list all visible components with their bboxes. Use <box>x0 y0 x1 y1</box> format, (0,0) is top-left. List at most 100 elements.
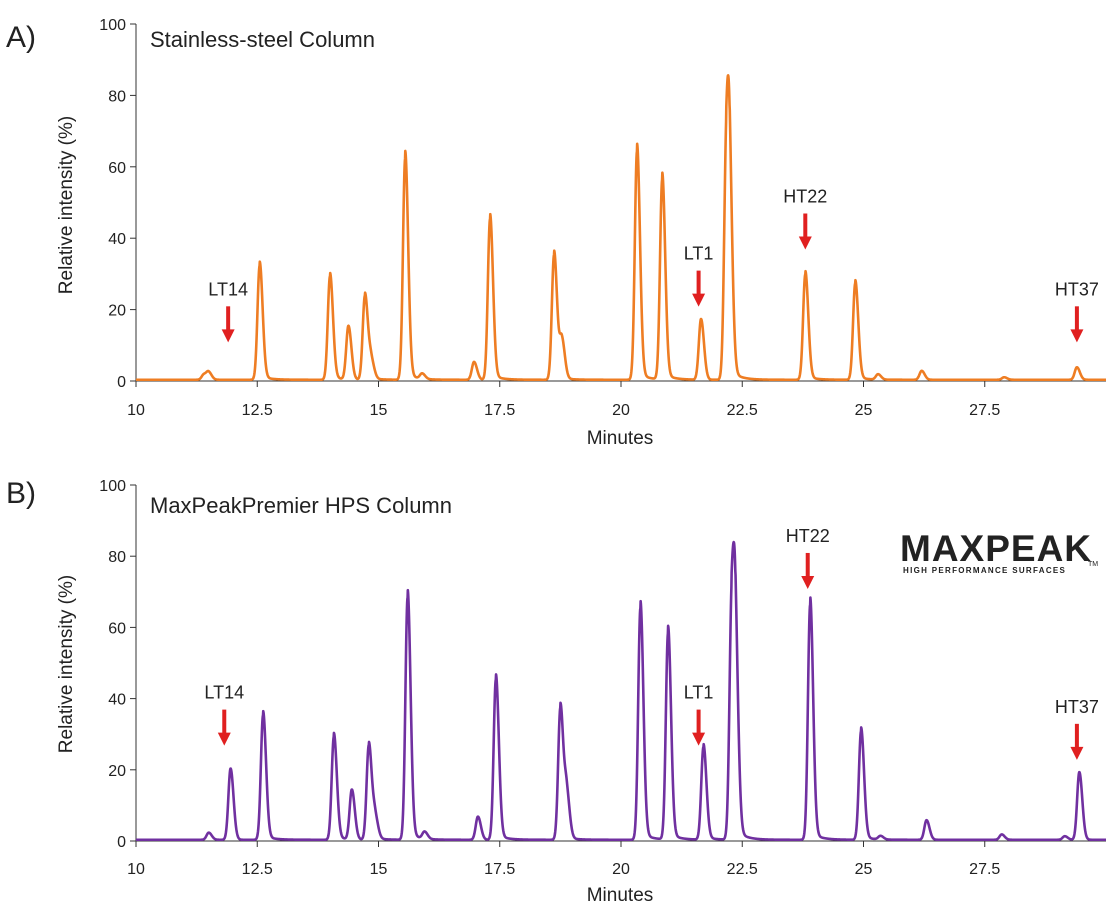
panel-b-title: MaxPeakPremier HPS Column <box>150 493 452 518</box>
peak-point <box>662 181 663 182</box>
y-tick-label: 100 <box>99 17 126 34</box>
peak-point <box>203 375 204 376</box>
peak-point <box>333 737 334 738</box>
peak-point <box>474 363 475 364</box>
arrow-down-icon <box>801 575 815 589</box>
peak-point <box>230 769 231 770</box>
peak-point <box>731 616 732 617</box>
x-tick-label: 12.5 <box>242 861 273 878</box>
chromatogram-trace <box>134 74 1106 382</box>
peak-point <box>701 320 702 321</box>
maxpeak-logo-wordmark: MAXPEAK <box>900 528 1092 569</box>
peak-point <box>640 609 641 610</box>
arrow-down-icon <box>1070 329 1084 343</box>
y-tick-label: 100 <box>99 478 126 495</box>
panel-a: A) Stainless-steel Column Relative inten… <box>6 17 1106 449</box>
y-tick-label: 40 <box>108 692 126 709</box>
peak-annotation-label: LT1 <box>684 683 714 703</box>
peak-point <box>208 373 209 374</box>
arrow-down-icon <box>798 236 812 250</box>
y-tick-label: 80 <box>108 88 126 105</box>
peak-point <box>560 709 561 710</box>
x-tick-label: 22.5 <box>727 861 758 878</box>
peak-point <box>921 372 922 373</box>
peak-point <box>407 598 408 599</box>
y-tick-label: 0 <box>117 374 126 391</box>
maxpeak-logo-tm: TM <box>1088 561 1098 568</box>
peak-point <box>1004 378 1005 379</box>
peak-point <box>405 159 406 160</box>
panel-a-title: Stainless-steel Column <box>150 27 375 52</box>
peak-point <box>495 680 496 681</box>
peak-point <box>477 817 478 818</box>
peak-point <box>566 796 567 797</box>
y-tick-label: 80 <box>108 549 126 566</box>
peak-point <box>263 716 264 717</box>
x-tick-label: 17.5 <box>484 861 515 878</box>
y-tick-label: 40 <box>108 231 126 248</box>
peak-point <box>1064 837 1065 838</box>
panel-a-label: A) <box>6 21 36 54</box>
peak-point <box>554 256 555 257</box>
panel-b-x-axis-title: Minutes <box>587 885 654 906</box>
peak-point <box>351 791 352 792</box>
panel-b-plot-area: LT14 LT1 HT22 HT37 <box>134 526 1106 842</box>
peak-point <box>490 220 491 221</box>
x-tick-label: 25 <box>855 402 873 419</box>
y-tick-label: 20 <box>108 303 126 320</box>
peak-point <box>729 227 730 228</box>
peak-point <box>368 746 369 747</box>
peak-annotation-label: HT22 <box>786 526 830 546</box>
peak-point <box>330 277 331 278</box>
peak-point <box>259 266 260 267</box>
peak-annotation-label: HT22 <box>783 187 827 207</box>
panel-b-y-axis-title: Relative intensity (%) <box>56 575 77 753</box>
x-tick-label: 27.5 <box>969 861 1000 878</box>
arrow-down-icon <box>217 732 231 746</box>
arrow-down-icon <box>692 732 706 746</box>
peak-point <box>726 163 727 164</box>
peak-point <box>668 634 669 635</box>
peak-point <box>348 327 349 328</box>
peak-point <box>424 833 425 834</box>
x-tick-label: 22.5 <box>727 402 758 419</box>
x-tick-label: 27.5 <box>969 402 1000 419</box>
chromatogram-trace <box>134 540 1106 842</box>
peak-annotation-label: LT14 <box>208 279 248 299</box>
peak-point <box>805 275 806 276</box>
y-tick-label: 20 <box>108 763 126 780</box>
panel-a-x-axis-title: Minutes <box>587 428 654 449</box>
panel-a-y-axis-title: Relative intensity (%) <box>56 116 77 294</box>
panel-b: B) MaxPeakPremier HPS Column Relative in… <box>6 477 1106 906</box>
panel-a-axes: 0 20 40 60 80 100 10 12.5 15 17.5 20 22.5 25 27.5 <box>99 17 1106 419</box>
panel-a-plot-area: LT14 LT1 HT22 HT37 <box>134 74 1106 382</box>
y-tick-label: 60 <box>108 160 126 177</box>
peak-point <box>422 375 423 376</box>
y-tick-label: 60 <box>108 620 126 637</box>
peak-point <box>1001 835 1002 836</box>
peak-point <box>810 606 811 607</box>
y-tick-label: 0 <box>117 834 126 851</box>
peak-point <box>703 748 704 749</box>
peak-point <box>1079 773 1080 774</box>
arrow-down-icon <box>1070 746 1084 760</box>
peak-point <box>861 732 862 733</box>
peak-point <box>364 297 365 298</box>
peak-annotation-label: LT1 <box>684 244 714 264</box>
peak-point <box>371 363 372 364</box>
peak-point <box>375 819 376 820</box>
x-tick-label: 15 <box>370 402 388 419</box>
peak-point <box>208 833 209 834</box>
peak-annotation-label: HT37 <box>1055 697 1099 717</box>
arrow-down-icon <box>692 293 706 307</box>
peak-point <box>878 375 879 376</box>
x-tick-label: 12.5 <box>242 402 273 419</box>
peak-point <box>637 152 638 153</box>
peak-annotation-label: HT37 <box>1055 279 1099 299</box>
peak-point <box>880 837 881 838</box>
peak-point <box>1076 368 1077 369</box>
x-tick-label: 25 <box>855 861 873 878</box>
peak-point <box>561 341 562 342</box>
peak-point <box>855 284 856 285</box>
